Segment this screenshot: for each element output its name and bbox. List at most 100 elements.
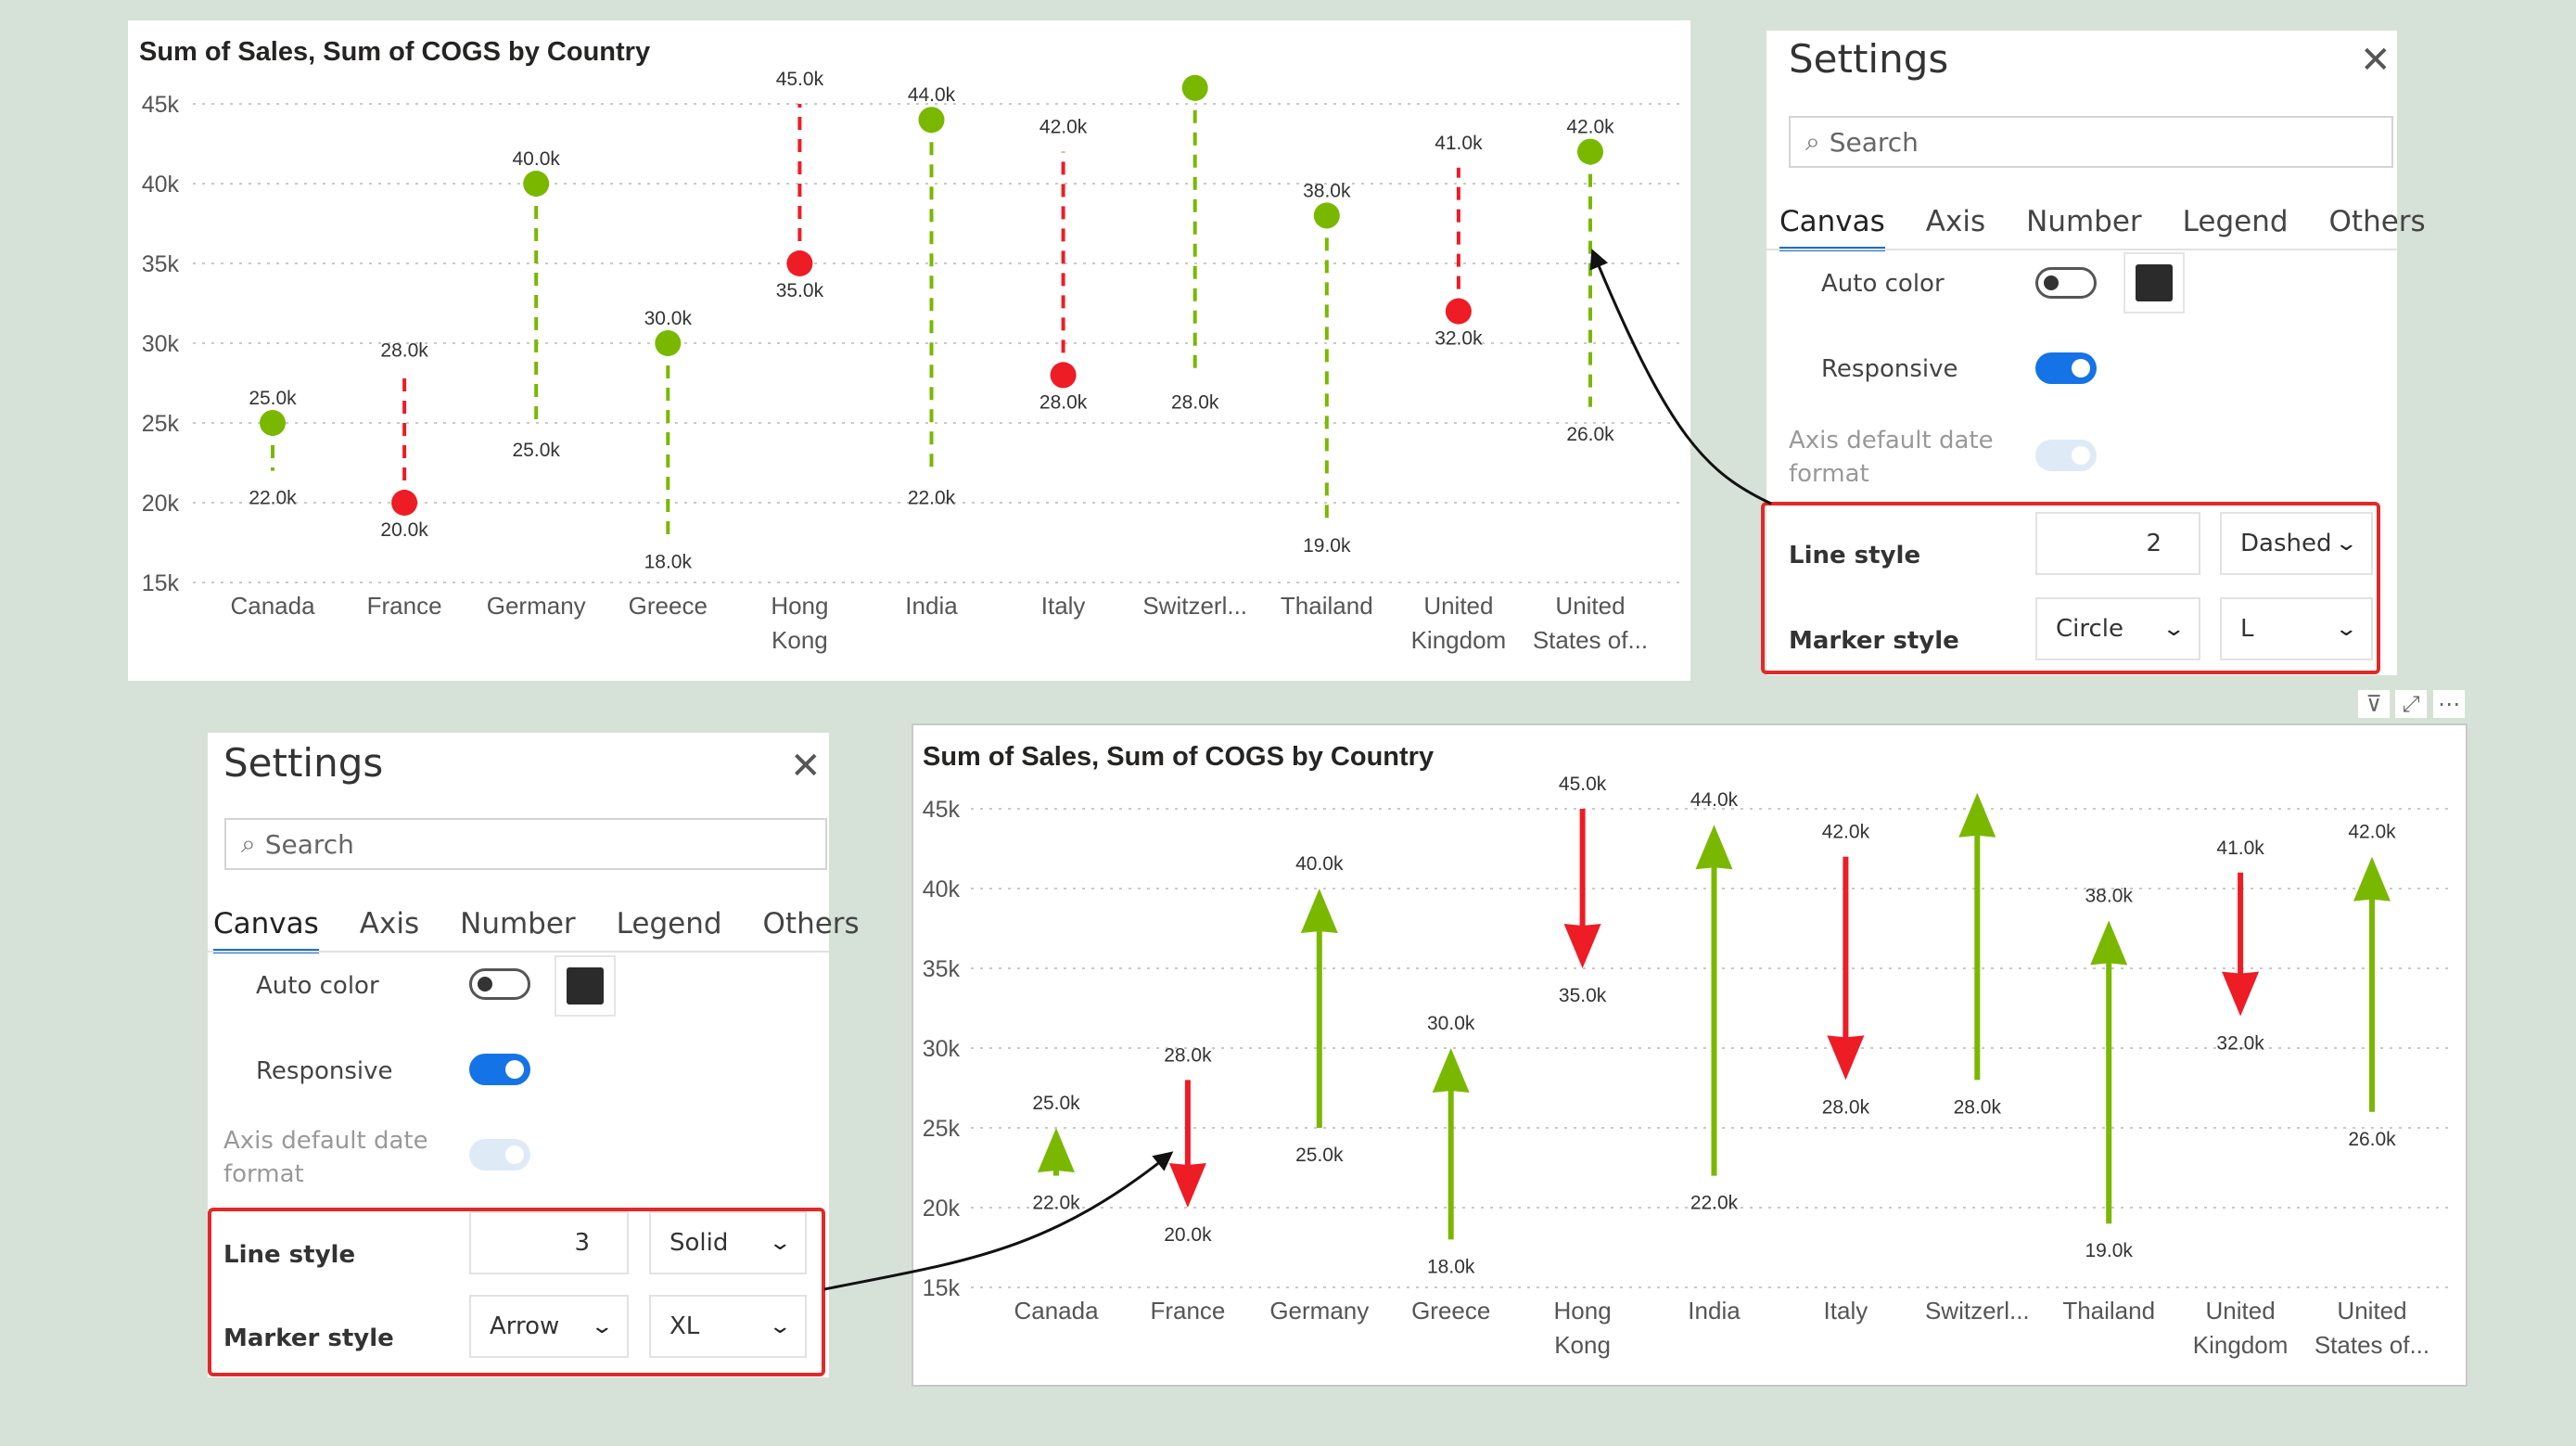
- line-type-value: Solid: [670, 1229, 729, 1257]
- responsive-toggle[interactable]: [469, 1054, 530, 1085]
- tab-canvas[interactable]: Canvas: [213, 907, 319, 953]
- data-point-marker: [1050, 362, 1077, 389]
- data-label: 25.0k: [1032, 1093, 1080, 1114]
- color-picker[interactable]: [555, 955, 616, 1017]
- line-type-select[interactable]: Solid ⌄: [649, 1211, 807, 1274]
- line-type-select[interactable]: Dashed ⌄: [2220, 512, 2373, 575]
- tab-others[interactable]: Others: [762, 907, 860, 941]
- tab-number[interactable]: Number: [2026, 205, 2142, 238]
- y-tick-label: 15k: [142, 570, 180, 596]
- marker-shape-select[interactable]: Arrow ⌄: [469, 1295, 629, 1358]
- data-label: 25.0k: [1295, 1145, 1344, 1166]
- data-point-marker: [391, 490, 418, 516]
- x-category-label: Germany: [487, 592, 586, 620]
- color-picker[interactable]: [2123, 252, 2185, 314]
- arrow-marker: [2222, 971, 2260, 1017]
- tab-canvas[interactable]: Canvas: [1779, 205, 1885, 251]
- chart-title: Sum of Sales, Sum of COGS by Country: [139, 37, 651, 67]
- filter-icon[interactable]: ⊽: [2358, 690, 2390, 718]
- data-label: 42.0k: [1822, 822, 1870, 843]
- data-point-marker: [523, 171, 550, 197]
- axis-default-date-toggle[interactable]: [469, 1139, 530, 1171]
- data-label: 40.0k: [1295, 853, 1344, 875]
- y-tick-label: 30k: [923, 1036, 961, 1062]
- focus-mode-icon[interactable]: ⤢: [2395, 690, 2427, 718]
- tab-others[interactable]: Others: [2328, 205, 2426, 238]
- data-label: 25.0k: [249, 388, 297, 409]
- axis-default-date-toggle[interactable]: [2035, 440, 2097, 471]
- highlight-box: [208, 1208, 825, 1376]
- data-label: 28.0k: [1954, 1096, 2002, 1118]
- line-width-input[interactable]: 3: [469, 1211, 629, 1274]
- arrow-marker: [1563, 924, 1601, 968]
- marker-size-select[interactable]: L ⌄: [2220, 597, 2373, 660]
- auto-color-toggle[interactable]: [469, 968, 530, 1000]
- tab-divider: [208, 951, 829, 953]
- marker-size-value: XL: [670, 1312, 700, 1340]
- responsive-toggle[interactable]: [2035, 352, 2097, 384]
- data-label: 22.0k: [1690, 1193, 1739, 1214]
- data-label: 19.0k: [2085, 1240, 2134, 1261]
- search-placeholder: Search: [264, 828, 354, 860]
- data-label: 35.0k: [1559, 985, 1607, 1006]
- settings-pane-top: Settings ✕ ⌕ Search Canvas Axis Number L…: [1761, 31, 2426, 675]
- x-category-label: India: [905, 592, 958, 620]
- data-point-marker: [786, 250, 813, 276]
- data-label: 19.0k: [1303, 535, 1351, 557]
- arrow-marker: [1038, 1128, 1075, 1172]
- arrow-marker: [1300, 889, 1338, 933]
- data-label: 28.0k: [1822, 1096, 1870, 1118]
- marker-shape-select[interactable]: Circle ⌄: [2035, 597, 2200, 660]
- line-width-input[interactable]: 2: [2035, 512, 2200, 575]
- data-label: 44.0k: [908, 84, 956, 106]
- x-category-label: States of...: [2315, 1331, 2429, 1359]
- color-swatch: [567, 967, 604, 1005]
- tab-axis[interactable]: Axis: [359, 907, 420, 941]
- data-label: 41.0k: [2216, 838, 2264, 859]
- data-label: 22.0k: [908, 488, 956, 509]
- settings-tabs: Canvas Axis Number Legend Others: [1779, 205, 2467, 251]
- data-label: 28.0k: [380, 339, 428, 361]
- y-tick-label: 25k: [142, 411, 180, 437]
- axis-default-date-label: Axis default date format: [1789, 427, 1994, 488]
- close-icon[interactable]: ✕: [790, 745, 822, 787]
- data-label: 18.0k: [1427, 1256, 1475, 1277]
- data-point-marker: [1313, 202, 1340, 229]
- arrow-marker: [1827, 1035, 1865, 1081]
- auto-color-toggle[interactable]: [2035, 267, 2097, 299]
- chevron-down-icon: ⌄: [2161, 617, 2186, 641]
- tab-legend[interactable]: Legend: [2182, 205, 2289, 238]
- search-icon: ⌕: [1805, 126, 1820, 157]
- color-swatch: [2136, 264, 2173, 301]
- chevron-down-icon: ⌄: [767, 1231, 792, 1255]
- x-category-label: States of...: [1533, 626, 1648, 654]
- data-label: 20.0k: [1164, 1224, 1212, 1246]
- arrow-marker: [2353, 856, 2391, 902]
- close-icon[interactable]: ✕: [2360, 39, 2391, 82]
- marker-style-label: Marker style: [1789, 627, 1959, 655]
- data-label: 45.0k: [776, 69, 824, 90]
- x-category-label: United: [1423, 592, 1493, 620]
- settings-pane-bottom: Settings ✕ ⌕ Search Canvas Axis Number L…: [208, 733, 860, 1377]
- marker-shape-value: Circle: [2056, 615, 2124, 643]
- y-tick-label: 45k: [142, 92, 180, 118]
- arrow-marker: [1958, 792, 1996, 838]
- search-input[interactable]: ⌕ Search: [224, 818, 827, 870]
- x-category-label: Greece: [1411, 1297, 1490, 1324]
- tab-legend[interactable]: Legend: [616, 907, 722, 941]
- auto-color-label: Auto color: [1821, 270, 1945, 298]
- chart-panel-bottom[interactable]: Sum of Sales, Sum of COGS by Country 15k…: [912, 723, 2468, 1387]
- more-options-icon[interactable]: ⋯: [2433, 690, 2465, 718]
- marker-size-select[interactable]: XL ⌄: [649, 1295, 807, 1358]
- tab-number[interactable]: Number: [460, 907, 576, 941]
- x-category-label: Greece: [629, 592, 708, 620]
- chart-panel-top[interactable]: Sum of Sales, Sum of COGS by Country 15k…: [128, 20, 1690, 681]
- y-tick-label: 30k: [142, 331, 180, 357]
- data-point-marker: [1181, 74, 1208, 101]
- search-input[interactable]: ⌕ Search: [1789, 116, 2393, 168]
- y-tick-label: 35k: [923, 956, 961, 982]
- tab-axis[interactable]: Axis: [1925, 205, 1986, 238]
- data-point-marker: [918, 107, 945, 134]
- x-category-label: United: [2206, 1297, 2276, 1324]
- chevron-down-icon: ⌄: [767, 1314, 792, 1338]
